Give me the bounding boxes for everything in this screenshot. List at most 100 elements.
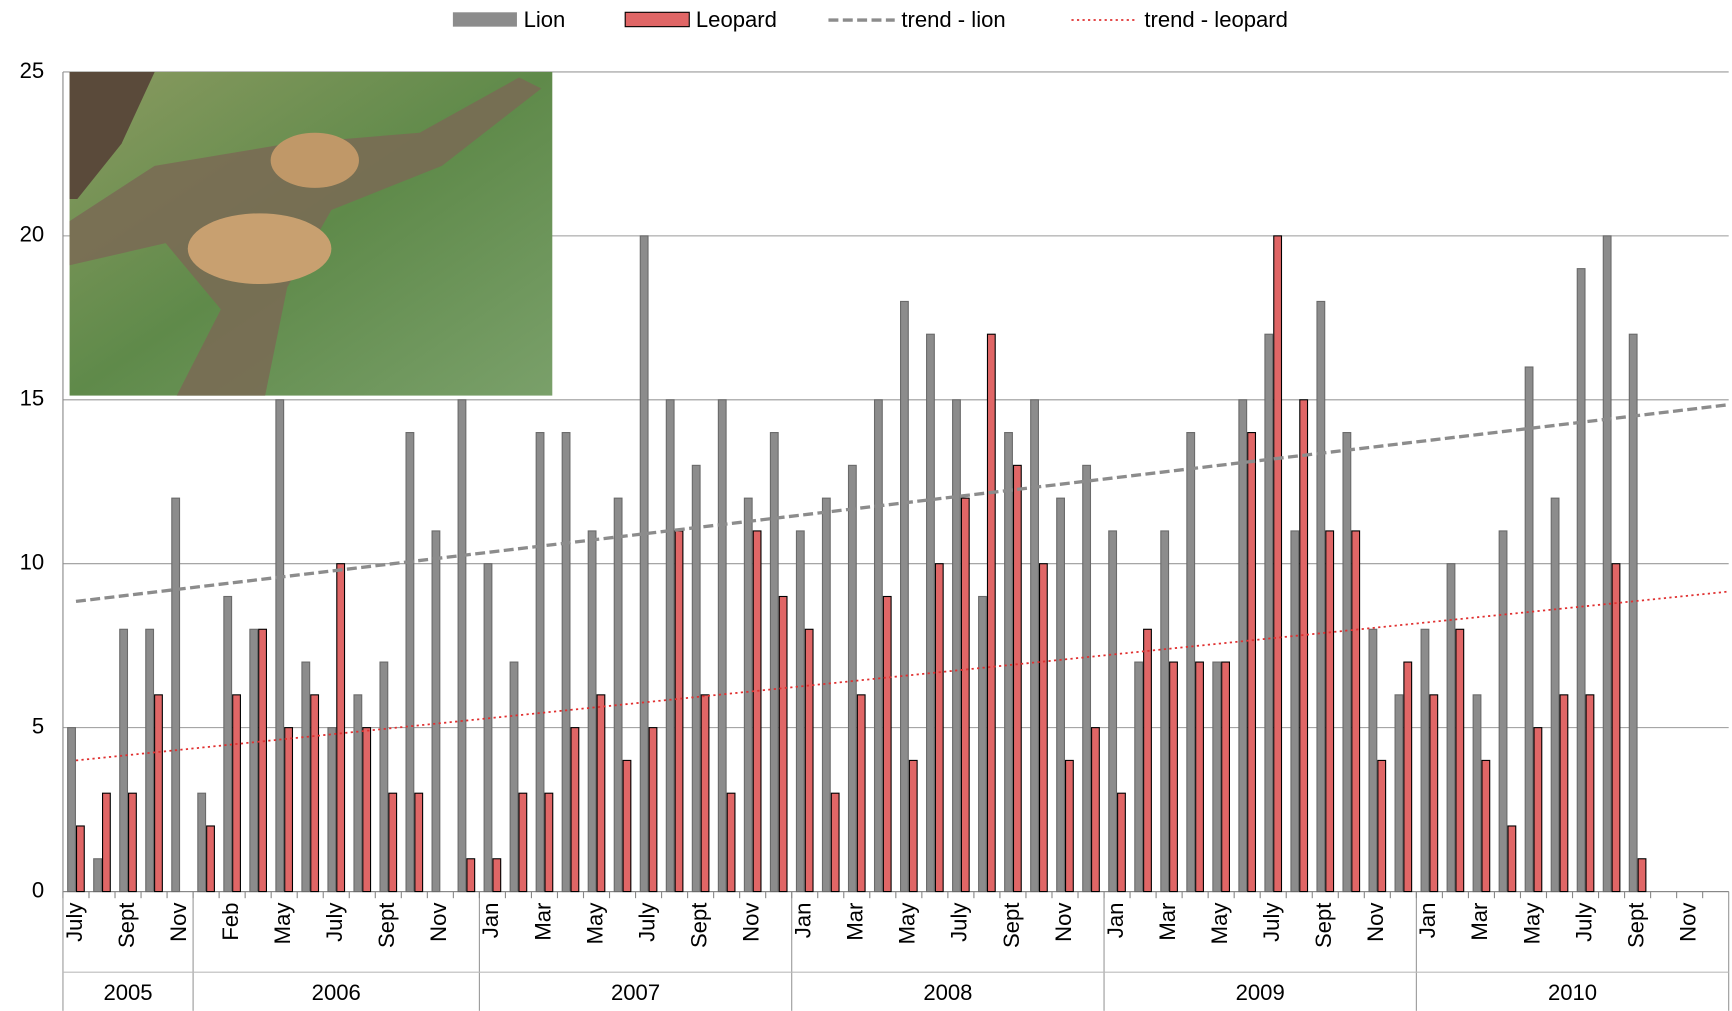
bar xyxy=(597,695,605,892)
bar xyxy=(623,760,631,891)
x-tick-label: Jan xyxy=(1415,903,1440,939)
bar xyxy=(1378,760,1386,891)
bar xyxy=(1499,531,1507,892)
bar xyxy=(857,695,865,892)
year-label: 2010 xyxy=(1548,980,1597,1005)
x-tick-label: Jan xyxy=(791,903,816,939)
bar xyxy=(1352,531,1360,892)
x-tick-label: Feb xyxy=(218,903,243,941)
bar xyxy=(1196,662,1204,891)
bar xyxy=(961,498,969,891)
bar xyxy=(536,433,544,892)
x-tick-label: Nov xyxy=(739,903,764,942)
bar xyxy=(1603,236,1611,892)
bar xyxy=(1066,760,1074,891)
bar xyxy=(1057,498,1065,891)
x-tick-label: Mar xyxy=(530,903,555,941)
bar xyxy=(1638,859,1646,892)
x-tick-label: Sept xyxy=(374,903,399,948)
x-tick-label: July xyxy=(62,903,87,942)
year-label: 2006 xyxy=(312,980,361,1005)
x-tick-label: Nov xyxy=(1675,903,1700,942)
bar xyxy=(953,400,961,892)
x-tick-label: Nov xyxy=(426,903,451,942)
x-tick-label: May xyxy=(895,903,920,945)
chart: 05101520252005JulySeptNov2006FebMayJulyS… xyxy=(0,0,1732,1011)
bar xyxy=(1421,629,1429,891)
x-tick-label: July xyxy=(1571,903,1596,942)
bar xyxy=(701,695,709,892)
bar xyxy=(1343,433,1351,892)
x-tick-label: Jan xyxy=(478,903,503,939)
bar xyxy=(1612,564,1620,892)
bar xyxy=(1135,662,1143,891)
bar xyxy=(1473,695,1481,892)
bar xyxy=(822,498,830,891)
legend-label: trend - leopard xyxy=(1144,7,1288,32)
legend-swatch xyxy=(625,12,689,26)
bar xyxy=(1005,433,1013,892)
bar xyxy=(744,498,752,891)
y-tick-label: 15 xyxy=(20,386,45,411)
bar xyxy=(614,498,622,891)
bar xyxy=(727,793,735,891)
bar xyxy=(1222,662,1230,891)
bar xyxy=(155,695,163,892)
bar xyxy=(120,629,128,891)
bar xyxy=(328,728,336,892)
bar xyxy=(510,662,518,891)
bar xyxy=(1170,662,1178,891)
bar xyxy=(675,531,683,892)
bar xyxy=(545,793,553,891)
x-tick-label: Nov xyxy=(1363,903,1388,942)
year-label: 2005 xyxy=(103,980,152,1005)
x-tick-label: July xyxy=(322,903,347,942)
bar xyxy=(1118,793,1126,891)
bar xyxy=(259,629,267,891)
bar xyxy=(354,695,362,892)
bar xyxy=(927,334,935,891)
x-tick-label: July xyxy=(1259,903,1284,942)
bar xyxy=(1577,269,1585,892)
bar xyxy=(1560,695,1568,892)
bar xyxy=(562,433,570,892)
bar xyxy=(1317,301,1325,891)
bar xyxy=(1395,695,1403,892)
x-tick-label: Sept xyxy=(114,903,139,948)
bar xyxy=(571,728,579,892)
bar xyxy=(1326,531,1334,892)
bar xyxy=(1144,629,1152,891)
x-tick-label: Nov xyxy=(166,903,191,942)
bar xyxy=(1300,400,1308,892)
y-tick-label: 5 xyxy=(32,713,44,738)
bar xyxy=(666,400,674,892)
bar xyxy=(363,728,371,892)
bar xyxy=(1430,695,1438,892)
y-tick-label: 0 xyxy=(32,877,44,902)
bar xyxy=(415,793,423,891)
photo xyxy=(70,72,553,396)
bar xyxy=(588,531,596,892)
bar xyxy=(901,301,909,891)
bar xyxy=(753,531,761,892)
bar xyxy=(848,465,856,891)
x-tick-label: May xyxy=(1207,903,1232,945)
y-tick-label: 20 xyxy=(20,222,45,247)
bar xyxy=(805,629,813,891)
bar xyxy=(770,433,778,892)
bar xyxy=(796,531,804,892)
bar xyxy=(302,662,310,891)
bar xyxy=(875,400,883,892)
bar xyxy=(285,728,293,892)
bar xyxy=(276,400,284,892)
bar xyxy=(1525,367,1533,892)
bar xyxy=(1031,400,1039,892)
x-tick-label: Sept xyxy=(686,903,711,948)
bar xyxy=(68,728,76,892)
legend-label: Lion xyxy=(524,7,566,32)
x-tick-label: Jan xyxy=(1103,903,1128,939)
bar xyxy=(1508,826,1516,892)
x-tick-label: July xyxy=(947,903,972,942)
bar xyxy=(1013,465,1021,891)
x-tick-label: Sept xyxy=(999,903,1024,948)
